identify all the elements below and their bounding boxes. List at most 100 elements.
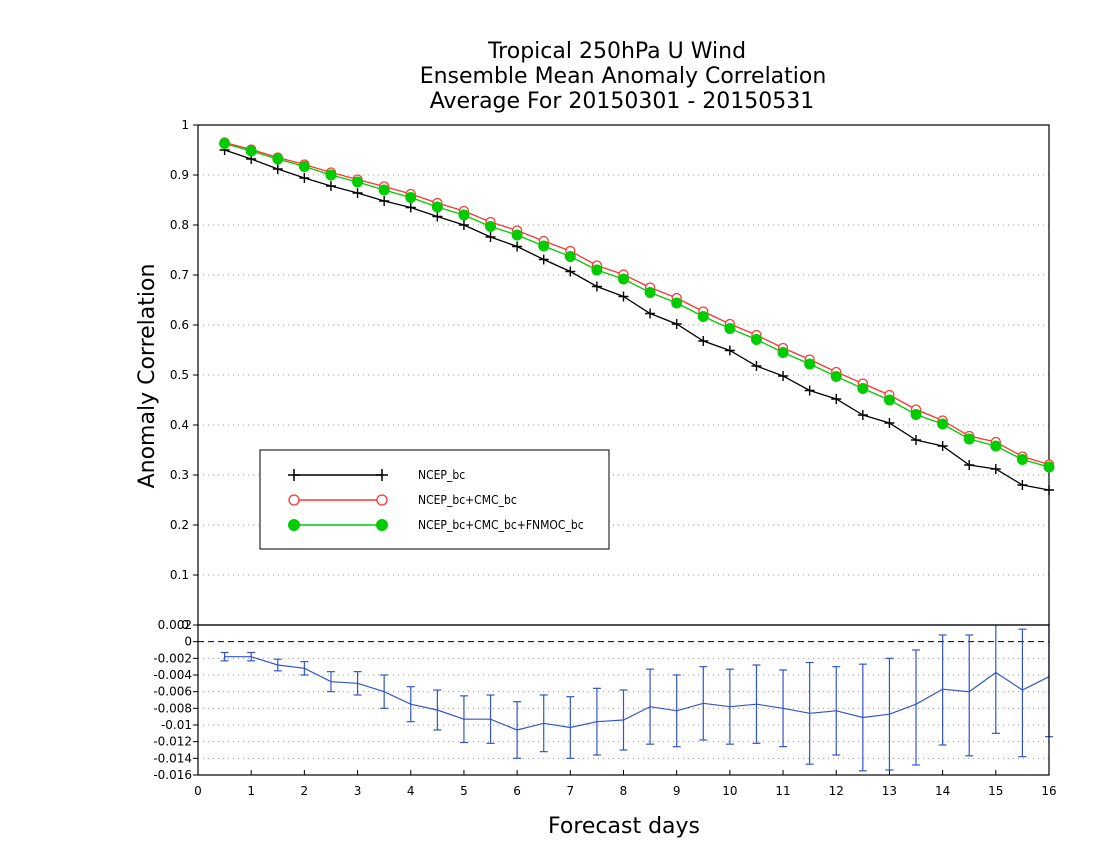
data-point-filled-circle bbox=[830, 371, 842, 382]
x-tick-label: 12 bbox=[829, 784, 844, 798]
x-tick-label: 1 bbox=[247, 784, 255, 798]
data-point-plus bbox=[937, 441, 948, 451]
y-tick-label-bottom: -0.014 bbox=[153, 751, 192, 765]
data-point-plus bbox=[990, 464, 1001, 474]
x-tick-label: 13 bbox=[882, 784, 897, 798]
legend-label-1: NCEP_bc+CMC_bc bbox=[418, 493, 517, 507]
data-point-filled-circle bbox=[511, 229, 523, 241]
x-tick-label: 5 bbox=[460, 784, 468, 798]
y-tick-label-bottom: 0.002 bbox=[158, 618, 192, 632]
legend: NCEP_bc NCEP_bc+CMC_bc NCEP_bc+CMC_bc+FNMO… bbox=[259, 449, 610, 550]
legend-marker-filled-circle bbox=[288, 519, 300, 531]
legend-marker-plus bbox=[376, 469, 388, 481]
y-tick-label-top: 0.2 bbox=[170, 518, 189, 532]
data-point-filled-circle bbox=[937, 418, 949, 430]
data-point-filled-circle bbox=[564, 251, 576, 262]
data-point-plus bbox=[299, 173, 310, 183]
data-point-plus bbox=[671, 319, 682, 329]
chart-title-line-1: Tropical 250hPa U Wind bbox=[487, 39, 746, 64]
y-tick-label-bottom: -0.002 bbox=[153, 651, 192, 665]
chart-title-line-3: Average For 20150301 - 20150531 bbox=[430, 89, 815, 114]
x-tick-label: 8 bbox=[620, 784, 628, 798]
data-point-plus bbox=[884, 418, 895, 428]
data-point-filled-circle bbox=[724, 323, 736, 334]
legend-marker-open-circle bbox=[376, 494, 388, 506]
data-point-plus bbox=[698, 336, 709, 346]
data-point-filled-circle bbox=[458, 209, 470, 221]
data-point-plus bbox=[565, 266, 576, 277]
x-tick-label: 7 bbox=[566, 784, 574, 798]
y-tick-label-top: 0.6 bbox=[170, 318, 189, 332]
y-tick-label-bottom: 0 bbox=[184, 635, 192, 649]
data-point-plus bbox=[911, 435, 922, 445]
data-point-filled-circle bbox=[378, 184, 390, 196]
data-point-plus bbox=[751, 361, 762, 371]
x-tick-label: 14 bbox=[935, 784, 950, 798]
data-point-filled-circle bbox=[644, 287, 656, 298]
data-point-plus bbox=[379, 196, 390, 206]
top-plot: 0 0.1 0.2 0.3 0.4 0.5 0.6 0.7 0.8 0.9 1 bbox=[170, 118, 1055, 632]
data-point-filled-circle bbox=[272, 153, 284, 165]
bottom-plot-frame bbox=[197, 624, 1050, 776]
data-point-filled-circle bbox=[750, 334, 762, 345]
data-point-plus bbox=[485, 232, 496, 242]
y-tick-label-top: 0.9 bbox=[170, 168, 189, 182]
x-tick-label: 9 bbox=[673, 784, 681, 798]
data-point-plus bbox=[432, 211, 443, 222]
y-tick-label-top: 1 bbox=[181, 118, 189, 132]
data-point-filled-circle bbox=[1043, 461, 1055, 473]
x-tick-label: 0 bbox=[194, 784, 202, 798]
data-point-filled-circle bbox=[298, 161, 310, 172]
x-tick-label: 11 bbox=[775, 784, 790, 798]
y-tick-label-bottom: -0.008 bbox=[153, 701, 192, 715]
y-tick-label-bottom: -0.01 bbox=[161, 718, 192, 732]
data-point-plus bbox=[618, 291, 629, 302]
data-point-filled-circle bbox=[963, 433, 975, 445]
series-line-0 bbox=[224, 149, 1050, 491]
data-point-plus bbox=[804, 385, 815, 396]
data-point-filled-circle bbox=[352, 176, 364, 188]
y-tick-label-top: 0.5 bbox=[170, 368, 189, 382]
data-point-plus bbox=[538, 254, 549, 265]
legend-label-0: NCEP_bc bbox=[418, 468, 465, 482]
x-tick-label: 4 bbox=[407, 784, 415, 798]
data-point-filled-circle bbox=[431, 201, 443, 213]
data-point-filled-circle bbox=[910, 409, 922, 420]
data-point-plus bbox=[325, 181, 336, 191]
x-tick-label: 15 bbox=[988, 784, 1003, 798]
y-tick-label-bottom: -0.004 bbox=[153, 668, 192, 682]
data-point-plus bbox=[272, 164, 283, 174]
data-point-plus bbox=[512, 241, 523, 252]
data-point-filled-circle bbox=[405, 192, 417, 203]
data-point-plus bbox=[778, 371, 789, 381]
x-tick-label: 6 bbox=[513, 784, 521, 798]
y-tick-label-bottom: -0.016 bbox=[153, 768, 192, 782]
y-tick-label-top: 0.4 bbox=[170, 418, 189, 432]
data-point-filled-circle bbox=[618, 273, 629, 285]
data-point-plus bbox=[1017, 480, 1028, 490]
data-point-plus bbox=[857, 410, 868, 420]
y-tick-label-bottom: -0.006 bbox=[153, 685, 192, 699]
data-point-filled-circle bbox=[883, 394, 895, 406]
data-point-filled-circle bbox=[857, 383, 869, 394]
bottom-plot: 0.0020-0.002-0.004-0.006-0.008-0.01-0.01… bbox=[153, 618, 1056, 798]
data-point-filled-circle bbox=[777, 347, 789, 358]
y-tick-label-top: 0 bbox=[181, 618, 189, 632]
data-point-filled-circle bbox=[325, 169, 337, 181]
data-point-filled-circle bbox=[1016, 454, 1028, 465]
data-point-plus bbox=[352, 188, 363, 198]
chart-title-line-2: Ensemble Mean Anomaly Correlation bbox=[420, 64, 827, 89]
legend-label-2: NCEP_bc+CMC_bc+FNMOC_bc bbox=[418, 518, 584, 532]
data-point-plus bbox=[645, 308, 656, 319]
data-point-filled-circle bbox=[538, 240, 550, 252]
data-point-plus bbox=[591, 281, 602, 292]
data-point-filled-circle bbox=[591, 264, 603, 276]
x-tick-label: 2 bbox=[301, 784, 309, 798]
data-point-filled-circle bbox=[485, 221, 497, 232]
y-tick-label-bottom: -0.012 bbox=[153, 735, 192, 749]
data-point-filled-circle bbox=[990, 440, 1002, 452]
data-point-filled-circle bbox=[671, 297, 683, 309]
legend-marker-filled-circle bbox=[376, 519, 388, 531]
y-tick-label-top: 0.7 bbox=[170, 268, 189, 282]
